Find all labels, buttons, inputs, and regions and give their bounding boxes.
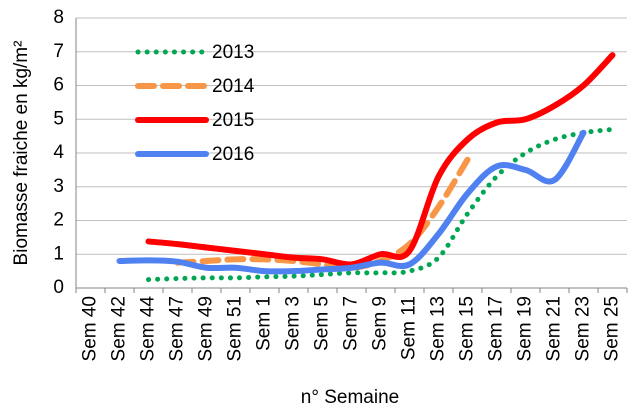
legend-label: 2014 [212, 76, 255, 97]
x-tick-label: Sem 42 [109, 296, 130, 361]
x-tick-label: Sem 21 [544, 296, 565, 361]
x-tick-label: Sem 15 [457, 296, 478, 361]
legend-label: 2016 [212, 144, 254, 165]
x-tick-label: Sem 23 [573, 296, 594, 361]
y-axis-title: Biomasse fraiche en kg/m² [11, 41, 32, 266]
y-tick-label: 0 [53, 277, 64, 298]
x-tick-label: Sem 49 [196, 296, 217, 361]
series-line [116, 129, 587, 275]
y-tick-label: 2 [53, 210, 64, 231]
x-tick-label: Sem 13 [428, 296, 449, 361]
y-tick-label: 5 [53, 108, 64, 129]
x-tick-label: Sem 19 [515, 296, 536, 361]
y-tick-label: 7 [53, 41, 64, 62]
x-tick-label: Sem 25 [602, 296, 623, 361]
x-tick-label: Sem 11 [399, 296, 420, 360]
legend-label: 2013 [212, 42, 254, 63]
x-tick-label: Sem 1 [254, 296, 275, 351]
legend-label: 2015 [212, 110, 254, 131]
y-tick-label: 8 [53, 7, 64, 28]
x-tick-label: Sem 7 [341, 296, 362, 351]
x-tick-label: Sem 51 [225, 296, 246, 361]
y-tick-label: 3 [53, 176, 64, 197]
x-axis-title: n° Semaine [301, 387, 399, 408]
x-tick-label: Sem 17 [486, 296, 507, 361]
series-line [145, 52, 616, 268]
x-tick-label: Sem 9 [370, 296, 391, 351]
x-tick-label: Sem 3 [283, 296, 304, 351]
y-tick-label: 4 [53, 142, 64, 163]
x-tick-label: Sem 40 [80, 296, 101, 361]
x-tick-label: Sem 44 [138, 296, 159, 362]
y-tick-label: 1 [53, 243, 64, 264]
x-tick-label: Sem 47 [167, 296, 188, 361]
x-tick-label: Sem 5 [312, 296, 333, 351]
y-tick-label: 6 [53, 75, 64, 96]
